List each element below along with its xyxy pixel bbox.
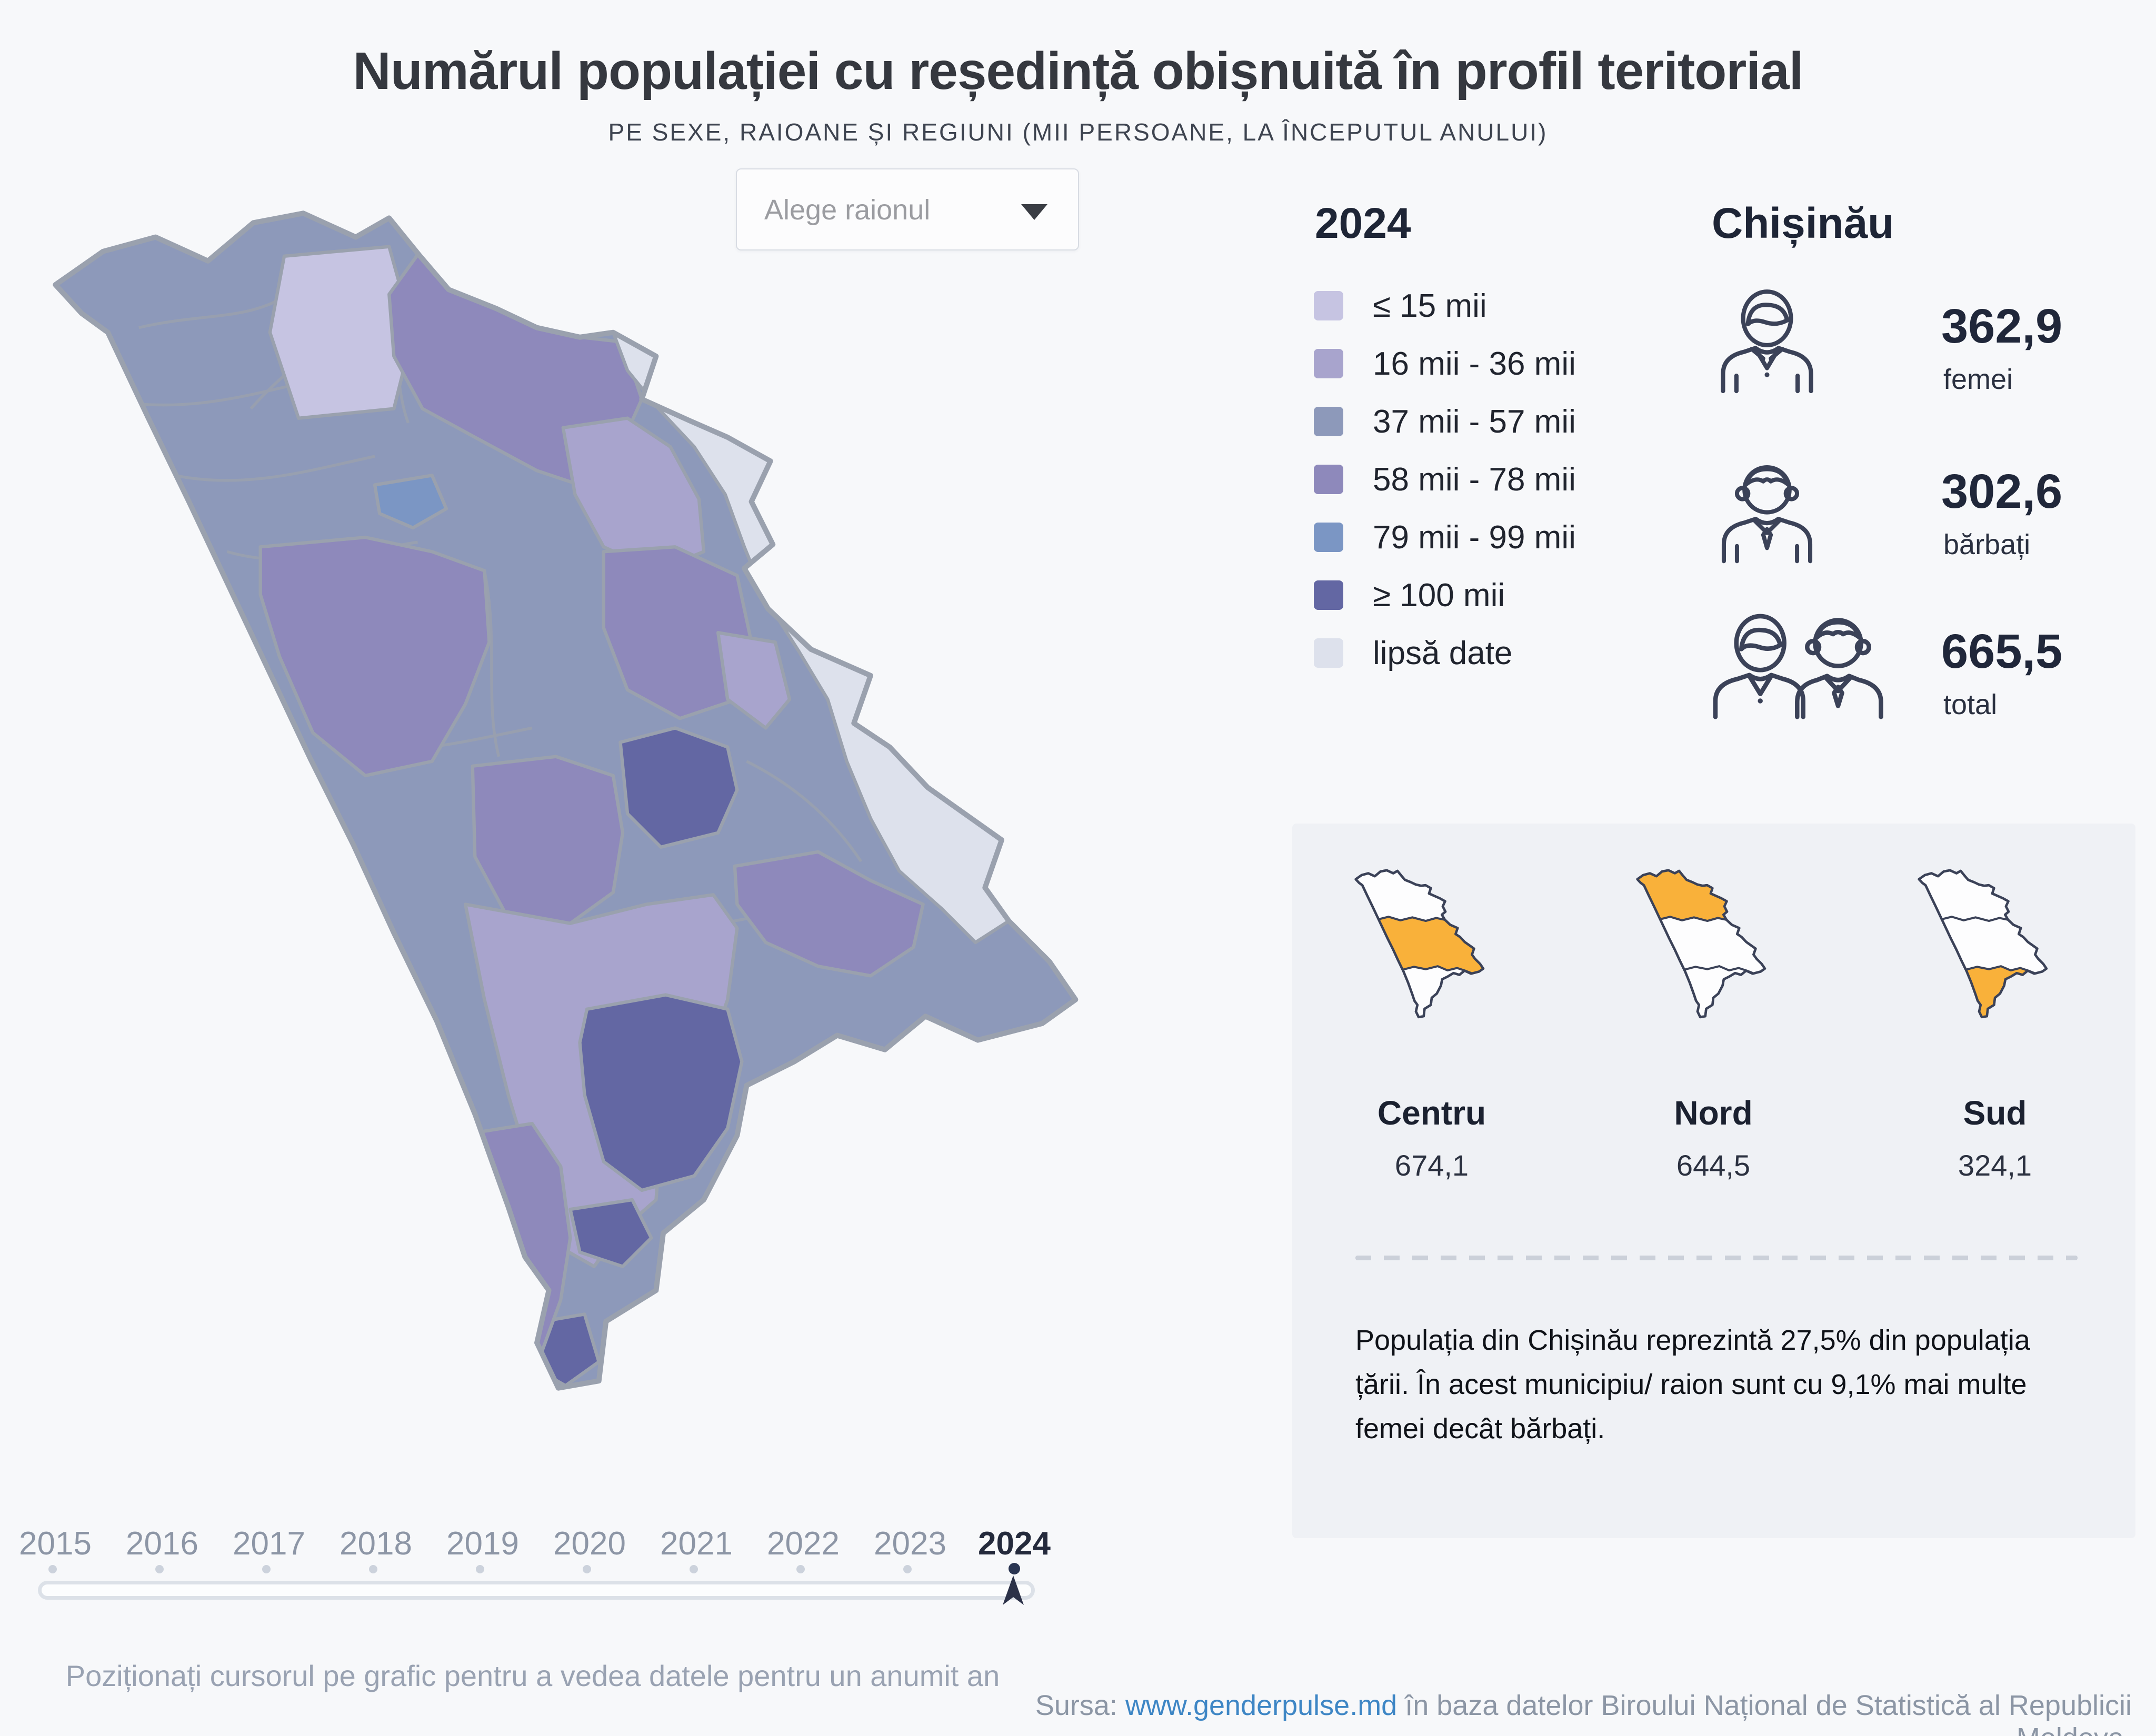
legend-label: 37 mii - 57 mii [1373, 403, 1576, 440]
page-subtitle: PE SEXE, RAIOANE ȘI REGIUNI (MII PERSOAN… [608, 118, 1548, 146]
source-prefix: Sursa: [1035, 1690, 1125, 1721]
legend-swatch [1314, 349, 1343, 378]
minimap-sud-highlight [1919, 965, 2047, 1017]
timeline-hint: Poziționați cursorul pe grafic pentru a … [65, 1659, 1000, 1692]
male-label: bărbați [1943, 529, 2031, 560]
legend-item: ≤ 15 mii [1314, 277, 1576, 335]
region-gagauzia[interactable] [578, 993, 744, 1192]
timeline-dot-2022[interactable] [796, 1565, 805, 1573]
year-2016[interactable]: 2016 [126, 1526, 198, 1562]
legend-swatch [1314, 523, 1343, 552]
group-icon [1713, 614, 1883, 719]
region-value-nord: 644,5 [1676, 1149, 1751, 1182]
timeline-dot-2016[interactable] [155, 1565, 164, 1573]
timeline-dot-2018[interactable] [369, 1565, 377, 1573]
region-balti-city[interactable] [373, 474, 448, 530]
year-2019[interactable]: 2019 [446, 1526, 519, 1562]
chisinau-title: Chișinău [1712, 199, 1894, 247]
legend-label: ≤ 15 mii [1373, 287, 1487, 324]
total-value: 665,5 [1941, 625, 2063, 678]
legend-swatch [1314, 638, 1343, 668]
region-name-centru: Centru [1377, 1094, 1486, 1132]
region-name-sud: Sud [1963, 1094, 2027, 1132]
legend-item: ≥ 100 mii [1314, 566, 1576, 624]
legend-label: lipsă date [1373, 635, 1513, 671]
legend-item: 37 mii - 57 mii [1314, 393, 1576, 450]
legend-swatch [1314, 407, 1343, 436]
year-2021[interactable]: 2021 [660, 1526, 733, 1562]
timeline-dot-2023[interactable] [903, 1565, 912, 1573]
timeline-dot-2015[interactable] [48, 1565, 57, 1573]
legend-label: 58 mii - 78 mii [1373, 461, 1576, 498]
year-2023[interactable]: 2023 [874, 1526, 946, 1562]
region-gagauzia-fragment[interactable] [568, 1198, 653, 1268]
dashed-divider [1355, 1256, 2078, 1260]
timeline-dot-2024-active[interactable] [1009, 1563, 1020, 1574]
legend-label: 79 mii - 99 mii [1373, 519, 1576, 556]
minimap-sud [1918, 869, 2048, 1019]
region-sliver-east[interactable] [716, 631, 792, 730]
female-label: femei [1943, 364, 2013, 395]
total-label: total [1943, 689, 1998, 720]
legend-swatch [1314, 580, 1343, 610]
year-2015[interactable]: 2015 [19, 1526, 92, 1562]
source-link[interactable]: www.genderpulse.md [1125, 1690, 1398, 1721]
region-value-sud: 324,1 [1958, 1149, 2032, 1182]
moldova-choropleth-map[interactable] [32, 189, 1295, 1619]
legend-item: 58 mii - 78 mii [1314, 450, 1576, 508]
legend-swatch [1314, 291, 1343, 320]
legend-label: ≥ 100 mii [1373, 577, 1505, 614]
legend-item: lipsă date [1314, 624, 1576, 682]
year-2020[interactable]: 2020 [553, 1526, 626, 1562]
page-title: Numărul populației cu reședință obișnuit… [353, 42, 1804, 101]
region-center-west[interactable] [258, 535, 491, 778]
male-icon [1721, 465, 1813, 564]
region-causeni[interactable] [733, 850, 925, 978]
year-2018[interactable]: 2018 [340, 1526, 412, 1562]
timeline-dot-2020[interactable] [583, 1565, 591, 1573]
region-rezina[interactable] [561, 416, 706, 573]
year-2024-active[interactable]: 2024 [978, 1526, 1051, 1562]
timeline-dot-2021[interactable] [690, 1565, 698, 1573]
slider-cursor-icon[interactable] [1000, 1574, 1027, 1607]
slider-track[interactable] [38, 1581, 1035, 1600]
year-2017[interactable]: 2017 [233, 1526, 305, 1562]
region-dondduseni-light[interactable] [268, 245, 415, 420]
legend-item: 79 mii - 99 mii [1314, 508, 1576, 566]
minimap-centru [1354, 869, 1485, 1019]
legend-year: 2024 [1315, 199, 1411, 247]
legend-label: 16 mii - 36 mii [1373, 345, 1576, 382]
legend-item: 16 mii - 36 mii [1314, 335, 1576, 393]
legend-swatch [1314, 465, 1343, 494]
timeline-dot-2019[interactable] [476, 1565, 484, 1573]
note-text: Populația din Chișinău reprezintă 27,5% … [1355, 1324, 2030, 1445]
source-note: Sursa: www.genderpulse.md în baza datelo… [947, 1689, 2132, 1736]
region-hincesti[interactable] [471, 755, 625, 925]
minimap-centru-highlight [1355, 916, 1483, 975]
female-value: 362,9 [1941, 299, 2063, 353]
region-name-nord: Nord [1674, 1094, 1753, 1132]
region-chisinau[interactable] [618, 726, 739, 849]
region-value-centru: 674,1 [1394, 1149, 1469, 1182]
minimap-nord [1636, 869, 1766, 1019]
female-icon [1721, 289, 1813, 394]
chevron-down-icon [1021, 204, 1047, 220]
country-outline [53, 210, 1079, 1391]
timeline-dot-2017[interactable] [262, 1565, 271, 1573]
map-legend: ≤ 15 mii 16 mii - 36 mii 37 mii - 57 mii… [1314, 277, 1576, 682]
year-2022[interactable]: 2022 [767, 1526, 840, 1562]
source-suffix: în baza datelor Biroului Național de Sta… [1405, 1690, 2132, 1736]
district-select-placeholder: Alege raionul [764, 194, 931, 226]
male-value: 302,6 [1941, 465, 2063, 518]
